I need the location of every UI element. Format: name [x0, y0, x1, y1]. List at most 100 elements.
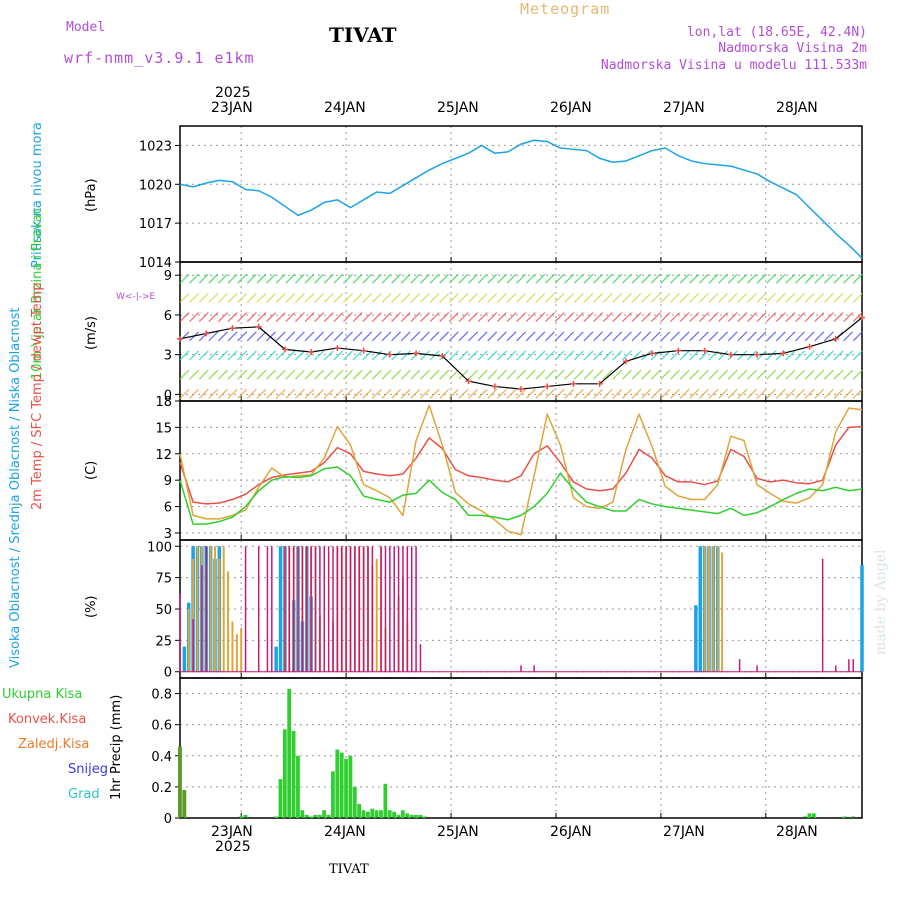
wind-barb: [679, 331, 690, 342]
wind-barb: [525, 312, 536, 322]
wind-barb: [391, 292, 402, 303]
wind-barb: [737, 350, 748, 361]
mid-cloud-bar: [721, 552, 724, 672]
wind-barb: [612, 331, 623, 342]
wind-barb: [458, 312, 469, 322]
wind-barb: [420, 331, 430, 342]
wind-barb: [698, 350, 709, 361]
precip-bar: [400, 810, 405, 818]
wind-barb: [583, 350, 594, 361]
wind-barb: [333, 388, 344, 399]
product-title: Meteogram: [520, 0, 611, 18]
wind-barb: [323, 388, 334, 399]
mid-cloud-bar: [187, 609, 190, 672]
wind-barb: [506, 292, 517, 303]
wind-barb: [698, 273, 709, 284]
precip-bar: [811, 813, 816, 818]
mid-cloud-bar: [196, 546, 199, 672]
top-day-label: 28JAN: [776, 100, 818, 116]
wind-barb: [516, 312, 527, 322]
wind-barb: [208, 388, 219, 399]
wind-barb: [179, 350, 190, 361]
wind-barb: [237, 388, 248, 399]
wind-barb: [487, 312, 498, 322]
wind-barb: [785, 331, 796, 342]
low-cloud-bar: [349, 546, 352, 672]
wind-barb: [410, 331, 421, 342]
wind-barb: [622, 331, 632, 342]
y-tick-label: 75: [155, 572, 172, 587]
wind-barb: [593, 331, 603, 342]
wind-barb: [814, 350, 825, 361]
wind-barb: [602, 369, 613, 380]
wind-barb: [833, 350, 844, 361]
wind-barb: [448, 312, 459, 322]
mid-cloud-bar: [218, 558, 221, 672]
wind-barb: [545, 312, 555, 322]
wind-barb: [314, 292, 325, 303]
wind-barb: [448, 350, 459, 361]
wind-barb: [487, 350, 498, 361]
wind-barb: [641, 273, 652, 284]
precip-bar: [807, 813, 812, 818]
wind-barb: [439, 369, 450, 380]
wind-barb: [333, 331, 344, 342]
wind-barb: [352, 273, 363, 284]
precip-bar-overlay: [178, 746, 182, 818]
wind-barb: [843, 273, 854, 284]
wind-barb: [371, 369, 382, 380]
wind-barb: [747, 292, 757, 303]
wind-barb: [496, 388, 507, 399]
wind-barb: [718, 369, 729, 380]
precip-bar: [842, 816, 847, 818]
wind-barb: [323, 292, 334, 303]
wind-barb: [371, 331, 382, 342]
wind-barb: [554, 292, 565, 303]
wind-barb: [506, 273, 517, 284]
wind-barb: [227, 292, 238, 303]
wind-barb: [708, 273, 719, 284]
wind-barb: [381, 273, 392, 284]
low-cloud-bar: [244, 546, 247, 672]
wind-barb: [333, 292, 344, 303]
wind-barb: [496, 292, 507, 303]
wind-barb: [266, 331, 276, 342]
precip-bar: [365, 811, 370, 818]
wind-barb: [516, 292, 527, 303]
wind-barb: [670, 292, 680, 303]
bottom-day-label: 25JAN: [437, 824, 479, 840]
wind-barb: [718, 312, 729, 322]
wind-barb: [737, 312, 748, 322]
precip-bar: [339, 752, 344, 818]
wind-barb: [727, 388, 738, 399]
wind-barb: [679, 273, 690, 284]
precip-bar: [418, 814, 423, 818]
wind-barb: [179, 388, 190, 399]
wind-barb: [323, 369, 334, 380]
wind-barb: [718, 350, 729, 361]
precip-bar: [309, 816, 313, 818]
wind-barb: [583, 292, 594, 303]
wind-barb: [698, 369, 709, 380]
wind-barb: [314, 312, 325, 322]
wind-barb: [208, 292, 219, 303]
wind-barb: [506, 331, 517, 342]
wind-barb: [727, 350, 738, 361]
wind-barb: [525, 292, 536, 303]
wind-barb: [429, 331, 440, 342]
wind-barb: [189, 388, 200, 399]
y-tick-label: 0.8: [151, 688, 172, 703]
wind-barb: [477, 350, 488, 361]
wind-barb: [285, 292, 296, 303]
low-cloud-bar: [358, 546, 360, 672]
wind-barb: [506, 388, 517, 399]
low-cloud-bar: [533, 665, 535, 672]
y-tick-label: 3: [164, 527, 172, 542]
bottom-day-label: 23JAN: [211, 824, 253, 840]
wind-barb: [179, 369, 190, 380]
low-cloud-bar: [406, 546, 409, 672]
low-cloud-bar: [288, 546, 291, 672]
wind-barb: [756, 388, 767, 399]
wind-barb: [670, 331, 680, 342]
wind-barb: [545, 369, 555, 380]
